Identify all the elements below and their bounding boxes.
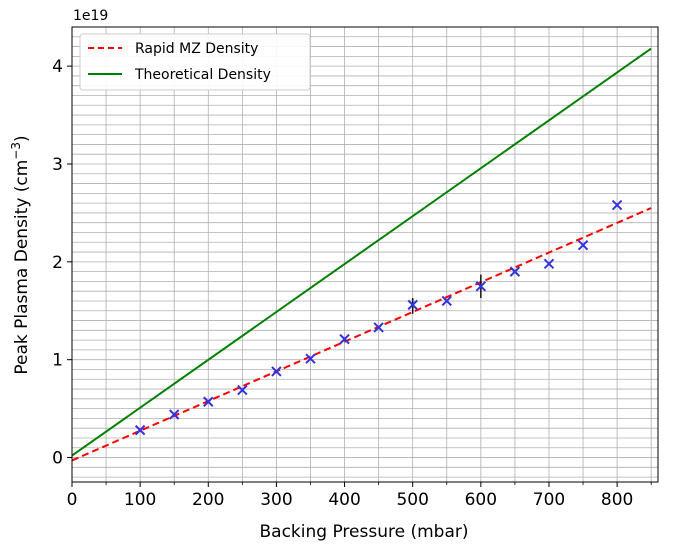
y-offset-text: 1e19: [73, 8, 108, 24]
marker-stroke: [543, 258, 555, 270]
x-tick-label: 200: [192, 490, 224, 510]
legend-box: [79, 33, 311, 91]
y-tick-label: 1: [52, 351, 63, 371]
grid: [71, 26, 658, 482]
marker-stroke: [577, 239, 589, 251]
data-point-marker: [509, 266, 521, 277]
y-axis-label-close: ): [12, 135, 32, 142]
marker-stroke: [373, 322, 384, 333]
marker-stroke: [169, 409, 180, 420]
x-tick-label: 0: [67, 490, 78, 510]
data-point-marker: [237, 384, 248, 396]
marker-stroke: [611, 199, 623, 211]
marker-stroke: [237, 384, 248, 396]
data-point-marker: [339, 333, 350, 345]
x-tick-label: 300: [260, 490, 292, 510]
x-tick-label: 400: [328, 490, 360, 510]
series-line-1: [71, 47, 652, 457]
marker-stroke: [509, 266, 521, 277]
x-axis-label: Backing Pressure (mbar): [260, 522, 469, 542]
axis-ticks: 0 100 200 300 400 500 600 700 800 0 1 2 3 4: [52, 57, 652, 510]
marker-stroke: [407, 299, 418, 311]
y-tick-label: 4: [52, 57, 63, 77]
marker-stroke: [441, 295, 452, 307]
marker-stroke: [271, 366, 282, 377]
x-tick-label: 500: [396, 490, 428, 510]
y-axis-label-superscript: −3: [9, 142, 23, 160]
y-axis-label-main: Peak Plasma Density (cm: [12, 160, 32, 375]
plot-series: [71, 47, 652, 462]
y-axis-label: Peak Plasma Density (cm−3): [9, 135, 32, 374]
marker-stroke: [305, 353, 316, 364]
legend-label-theoretical: Theoretical Density: [134, 67, 271, 83]
data-point-marker: [407, 299, 418, 311]
marker-stroke: [134, 424, 146, 436]
data-point-marker: [611, 199, 623, 211]
y-tick-label: 0: [52, 449, 63, 469]
data-point-marker: [441, 295, 452, 307]
marker-stroke: [203, 396, 214, 407]
marker-stroke: [339, 333, 350, 345]
data-point-marker: [543, 258, 555, 270]
legend: Rapid MZ Density Theoretical Density: [79, 33, 311, 91]
data-point-marker: [134, 424, 146, 436]
data-point-marker: [373, 322, 384, 333]
data-point-marker: [271, 366, 282, 377]
legend-label-rapid-mz: Rapid MZ Density: [135, 41, 258, 57]
plot-area-frame: [71, 26, 659, 483]
data-point-marker: [203, 396, 214, 407]
data-point-marker: [577, 239, 589, 251]
data-point-marker: [305, 353, 316, 364]
x-tick-label: 800: [601, 490, 633, 510]
y-tick-label: 3: [52, 155, 63, 175]
x-tick-label: 700: [533, 490, 565, 510]
x-tick-label: 100: [124, 490, 156, 510]
marker-stroke: [475, 281, 487, 292]
y-tick-label: 2: [52, 253, 63, 273]
data-point-marker: [169, 409, 180, 420]
series-line-0: [71, 207, 652, 462]
data-point-marker: [475, 281, 487, 292]
x-tick-label: 600: [465, 490, 497, 510]
